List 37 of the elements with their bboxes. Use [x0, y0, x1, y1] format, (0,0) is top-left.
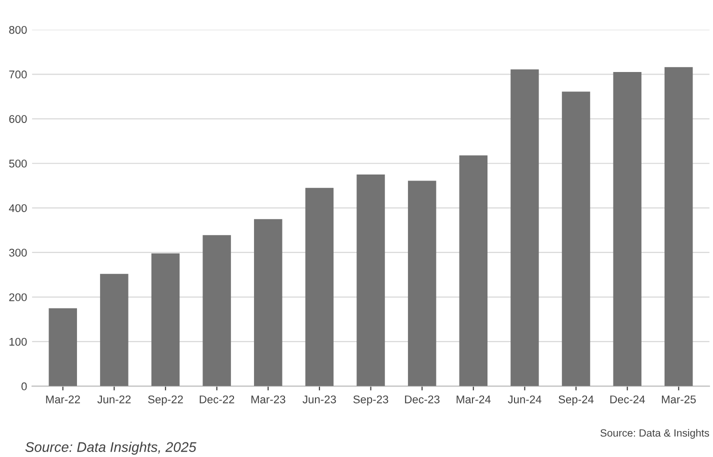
bar: [151, 253, 180, 386]
x-tick-label: Jun-22: [97, 395, 131, 404]
bar: [613, 72, 642, 386]
x-tick-label: Mar-22: [46, 395, 80, 404]
source-note: Source: Data & Insights: [600, 429, 710, 439]
bar: [305, 188, 334, 386]
bar: [664, 67, 693, 386]
bar: [48, 308, 77, 386]
y-tick-label: 300: [9, 248, 27, 257]
x-tick-label: Dec-22: [200, 395, 234, 404]
x-tick-label: Dec-24: [610, 395, 645, 404]
bar: [202, 235, 231, 386]
x-tick-label: Sep-23: [353, 395, 388, 406]
bar: [459, 155, 488, 386]
y-tick-label: 200: [9, 293, 27, 302]
x-tick-label: Sep-24: [558, 395, 594, 406]
y-tick-label: 800: [9, 26, 27, 34]
y-tick-label: 100: [10, 338, 27, 346]
y-tick-label: 500: [9, 160, 27, 168]
x-tick-label: Mar-25: [662, 395, 696, 404]
x-tick-label: Jun-24: [508, 395, 542, 404]
y-tick-label: 400: [8, 204, 27, 212]
x-tick-label: Mar-24: [456, 395, 491, 404]
y-tick-label: 700: [9, 70, 27, 78]
x-tick-label: Dec-23: [405, 395, 440, 404]
y-tick-label: 0: [21, 382, 27, 390]
x-tick-label: Sep-22: [148, 395, 183, 406]
x-tick-label: Jun-23: [302, 395, 336, 404]
bar: [562, 92, 590, 386]
bar: [510, 69, 539, 386]
bar: [408, 180, 436, 386]
y-tick-label: 600: [9, 115, 27, 123]
source-note: Source: Data Insights, 2025: [25, 442, 196, 455]
bar: [356, 174, 385, 386]
bar: [254, 219, 282, 386]
x-tick-label: Mar-23: [251, 395, 286, 404]
bar: [100, 274, 128, 386]
